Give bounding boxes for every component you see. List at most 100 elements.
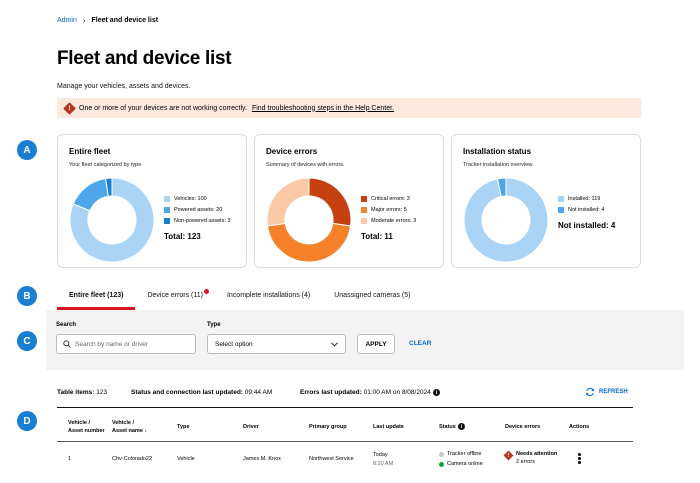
cell-device-errors: ! Needs attention 2 errors xyxy=(503,450,558,466)
cell-driver: James M. Knox xyxy=(243,456,281,462)
table-items-count: Table items: 123 xyxy=(57,389,107,396)
column-header-asset-number[interactable]: Vehicle / Asset number xyxy=(68,419,105,435)
table-head-rule xyxy=(57,441,633,442)
card-title: Entire fleet xyxy=(69,147,111,156)
error-title: Needs attention xyxy=(516,451,558,457)
legend-label: Critical errors: 3 xyxy=(371,195,410,202)
type-select-value: Select option xyxy=(215,340,253,348)
column-header-device-errors[interactable]: Device errors xyxy=(505,424,541,430)
tab-incomplete-installations[interactable]: Incomplete installations (4) xyxy=(226,292,311,299)
column-header-primary-group[interactable]: Primary group xyxy=(309,424,347,430)
status-text: Tracker offline xyxy=(447,451,482,457)
alert-banner: ! One or more of your devices are not wo… xyxy=(57,98,641,118)
page-subtitle: Manage your vehicles, assets and devices… xyxy=(57,83,191,90)
status-last-updated: Status and connection last updated: 09:4… xyxy=(131,389,272,396)
meta-value: 123 xyxy=(96,389,108,396)
search-label: Search xyxy=(56,322,77,328)
legend-item: Vehicles: 100 xyxy=(164,193,231,204)
legend-label: Moderate errors: 3 xyxy=(371,217,417,224)
donut-slice-non-powered-assets xyxy=(105,177,113,197)
info-icon[interactable]: i xyxy=(432,389,440,396)
card-entire-fleet: Entire fleet Your fleet categorized by t… xyxy=(57,134,247,268)
status-camera: Camera online xyxy=(439,460,483,468)
column-header-asset-name[interactable]: Vehicle / Asset name ↓ xyxy=(112,419,147,435)
column-header-driver[interactable]: Driver xyxy=(243,424,259,430)
donut-slice-not-installed xyxy=(496,177,507,198)
legend-label: Not installed: 4 xyxy=(568,206,605,213)
legend-label: Major errors: 5 xyxy=(371,206,407,213)
cell-last-update-time: 8:20 AM xyxy=(373,461,394,467)
legend-item: Critical errors: 3 xyxy=(361,193,416,204)
donut-slice-installed xyxy=(463,177,549,263)
header-line: Vehicle / xyxy=(68,420,91,426)
more-actions-icon[interactable] xyxy=(578,453,582,464)
legend-label: Non-powered assets: 3 xyxy=(174,217,231,224)
donut-slice-major-errors xyxy=(266,222,352,263)
donut-slice-vehicles xyxy=(69,177,155,263)
sort-arrow-down-icon: ↓ xyxy=(144,428,148,434)
notification-dot xyxy=(203,289,209,294)
tab-device-errors[interactable]: Device errors (11) xyxy=(135,286,215,310)
tab-entire-fleet[interactable]: Entire fleet (123) xyxy=(57,286,136,310)
legend: Vehicles: 100 Powered assets: 20 Non-pow… xyxy=(164,193,231,241)
card-description: Your fleet categorized by type. xyxy=(69,162,143,168)
cell-primary-group: Northwest Service xyxy=(309,456,354,462)
filter-bar: Search Type Select option APPLY CLEAR xyxy=(46,310,684,370)
header-line: Asset number xyxy=(68,428,105,434)
meta-label: Table items: xyxy=(57,389,95,396)
info-icon[interactable]: i xyxy=(457,423,465,431)
type-label: Type xyxy=(207,322,221,328)
search-input[interactable] xyxy=(75,340,185,348)
clear-button[interactable]: CLEAR xyxy=(409,340,432,347)
chevron-right-icon: › xyxy=(82,16,86,25)
status-text: Camera online xyxy=(447,461,483,467)
warning-icon: ! xyxy=(503,450,514,461)
breadcrumb-admin-link[interactable]: Admin xyxy=(57,17,77,24)
column-header-status[interactable]: Status i xyxy=(439,423,465,431)
search-icon xyxy=(63,340,71,348)
cell-asset-name: Chv-Colorado22 xyxy=(112,456,153,462)
tab-unassigned-cameras[interactable]: Unassigned cameras (5) xyxy=(334,292,411,299)
marker-a: A xyxy=(17,140,37,160)
apply-button[interactable]: APPLY xyxy=(357,334,395,354)
card-description: Tracker installation overview. xyxy=(463,162,534,168)
legend-swatch xyxy=(164,217,170,224)
legend-swatch xyxy=(558,206,564,213)
type-select[interactable]: Select option xyxy=(207,334,346,354)
card-installation-status: Installation status Tracker installation… xyxy=(451,134,641,268)
header-line: Asset name xyxy=(112,428,143,434)
table-top-rule xyxy=(57,407,633,408)
refresh-button[interactable]: REFRESH xyxy=(585,387,628,397)
donut-chart-errors xyxy=(266,177,352,263)
donut-chart-fleet xyxy=(69,177,155,263)
legend-item: Powered assets: 20 xyxy=(164,204,231,215)
alert-text: One or more of your devices are not work… xyxy=(79,104,247,112)
breadcrumb: Admin › Fleet and device list xyxy=(57,16,158,25)
donut-slice-powered-assets xyxy=(72,177,109,212)
legend-item: Moderate errors: 3 xyxy=(361,215,416,226)
warning-icon: ! xyxy=(63,101,76,115)
legend-swatch xyxy=(361,206,367,213)
card-title: Device errors xyxy=(266,147,318,156)
chevron-down-icon xyxy=(331,341,338,347)
marker-d: D xyxy=(17,411,37,431)
column-header-actions: Actions xyxy=(569,424,590,430)
legend-swatch xyxy=(361,217,367,224)
legend-swatch xyxy=(558,195,564,202)
help-center-link[interactable]: Find troubleshooting steps in the Help C… xyxy=(251,104,394,112)
error-count: 2 errors xyxy=(516,459,535,465)
meta-label: Errors last updated: xyxy=(300,389,362,397)
card-device-errors: Device errors Summary of devices with er… xyxy=(254,134,444,268)
column-header-type[interactable]: Type xyxy=(177,424,190,430)
breadcrumb-current: Fleet and device list xyxy=(91,17,159,24)
header-label: Status xyxy=(439,424,456,430)
tab-label: Device errors (11) xyxy=(147,292,203,299)
legend-item: Installed: 119 xyxy=(558,193,615,204)
meta-value: 09:44 AM xyxy=(244,389,273,396)
search-box[interactable] xyxy=(56,334,196,354)
legend-label: Vehicles: 100 xyxy=(174,195,207,202)
legend: Critical errors: 3 Major errors: 5 Moder… xyxy=(361,193,416,241)
tab-bar: Entire fleet (123) Device errors (11) In… xyxy=(57,286,423,310)
cell-asset-number: 1 xyxy=(68,456,72,462)
column-header-last-update[interactable]: Last update xyxy=(373,424,404,430)
